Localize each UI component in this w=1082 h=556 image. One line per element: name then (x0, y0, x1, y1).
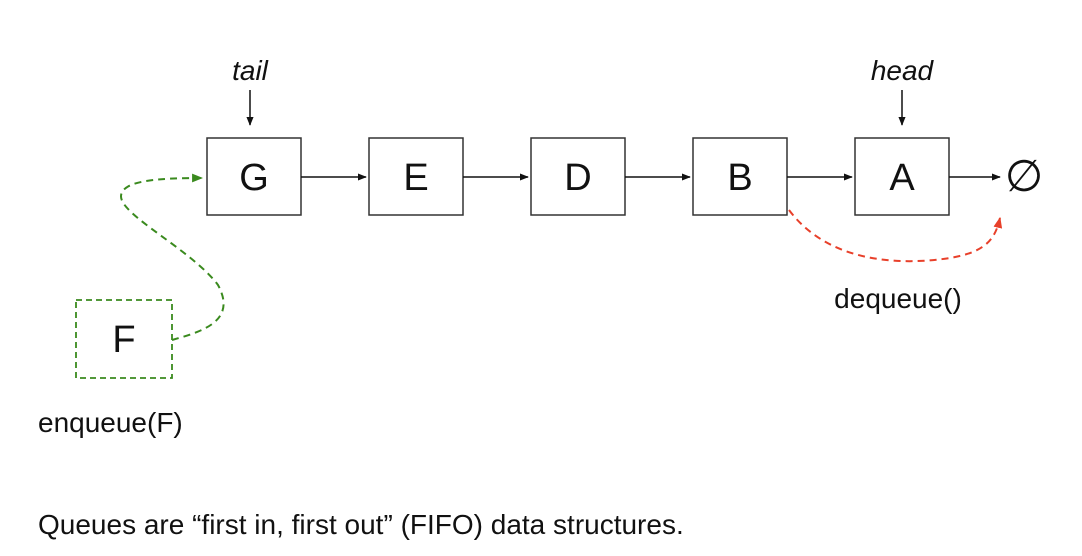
node-label-d: D (564, 157, 591, 199)
queue-node-d: D (530, 137, 626, 216)
enqueue-node-f: F (75, 299, 173, 379)
queue-node-b: B (692, 137, 788, 216)
queue-node-e: E (368, 137, 464, 216)
node-label-f: F (112, 319, 135, 361)
queue-node-g: G (206, 137, 302, 216)
tail-label: tail (232, 55, 269, 86)
enqueue-arrow (119, 173, 225, 341)
node-label-e: E (403, 157, 428, 199)
caption-text: Queues are “first in, first out” (FIFO) … (38, 509, 684, 540)
dequeue-label: dequeue() (834, 283, 962, 314)
node-label-g: G (239, 157, 269, 199)
queue-node-a: A (854, 137, 950, 216)
node-label-a: A (889, 157, 915, 199)
node-label-b: B (727, 157, 752, 199)
null-terminator-icon: ∅ (1005, 151, 1043, 202)
head-label: head (871, 55, 935, 86)
dequeue-arrow (788, 209, 1003, 263)
enqueue-label: enqueue(F) (38, 407, 183, 438)
